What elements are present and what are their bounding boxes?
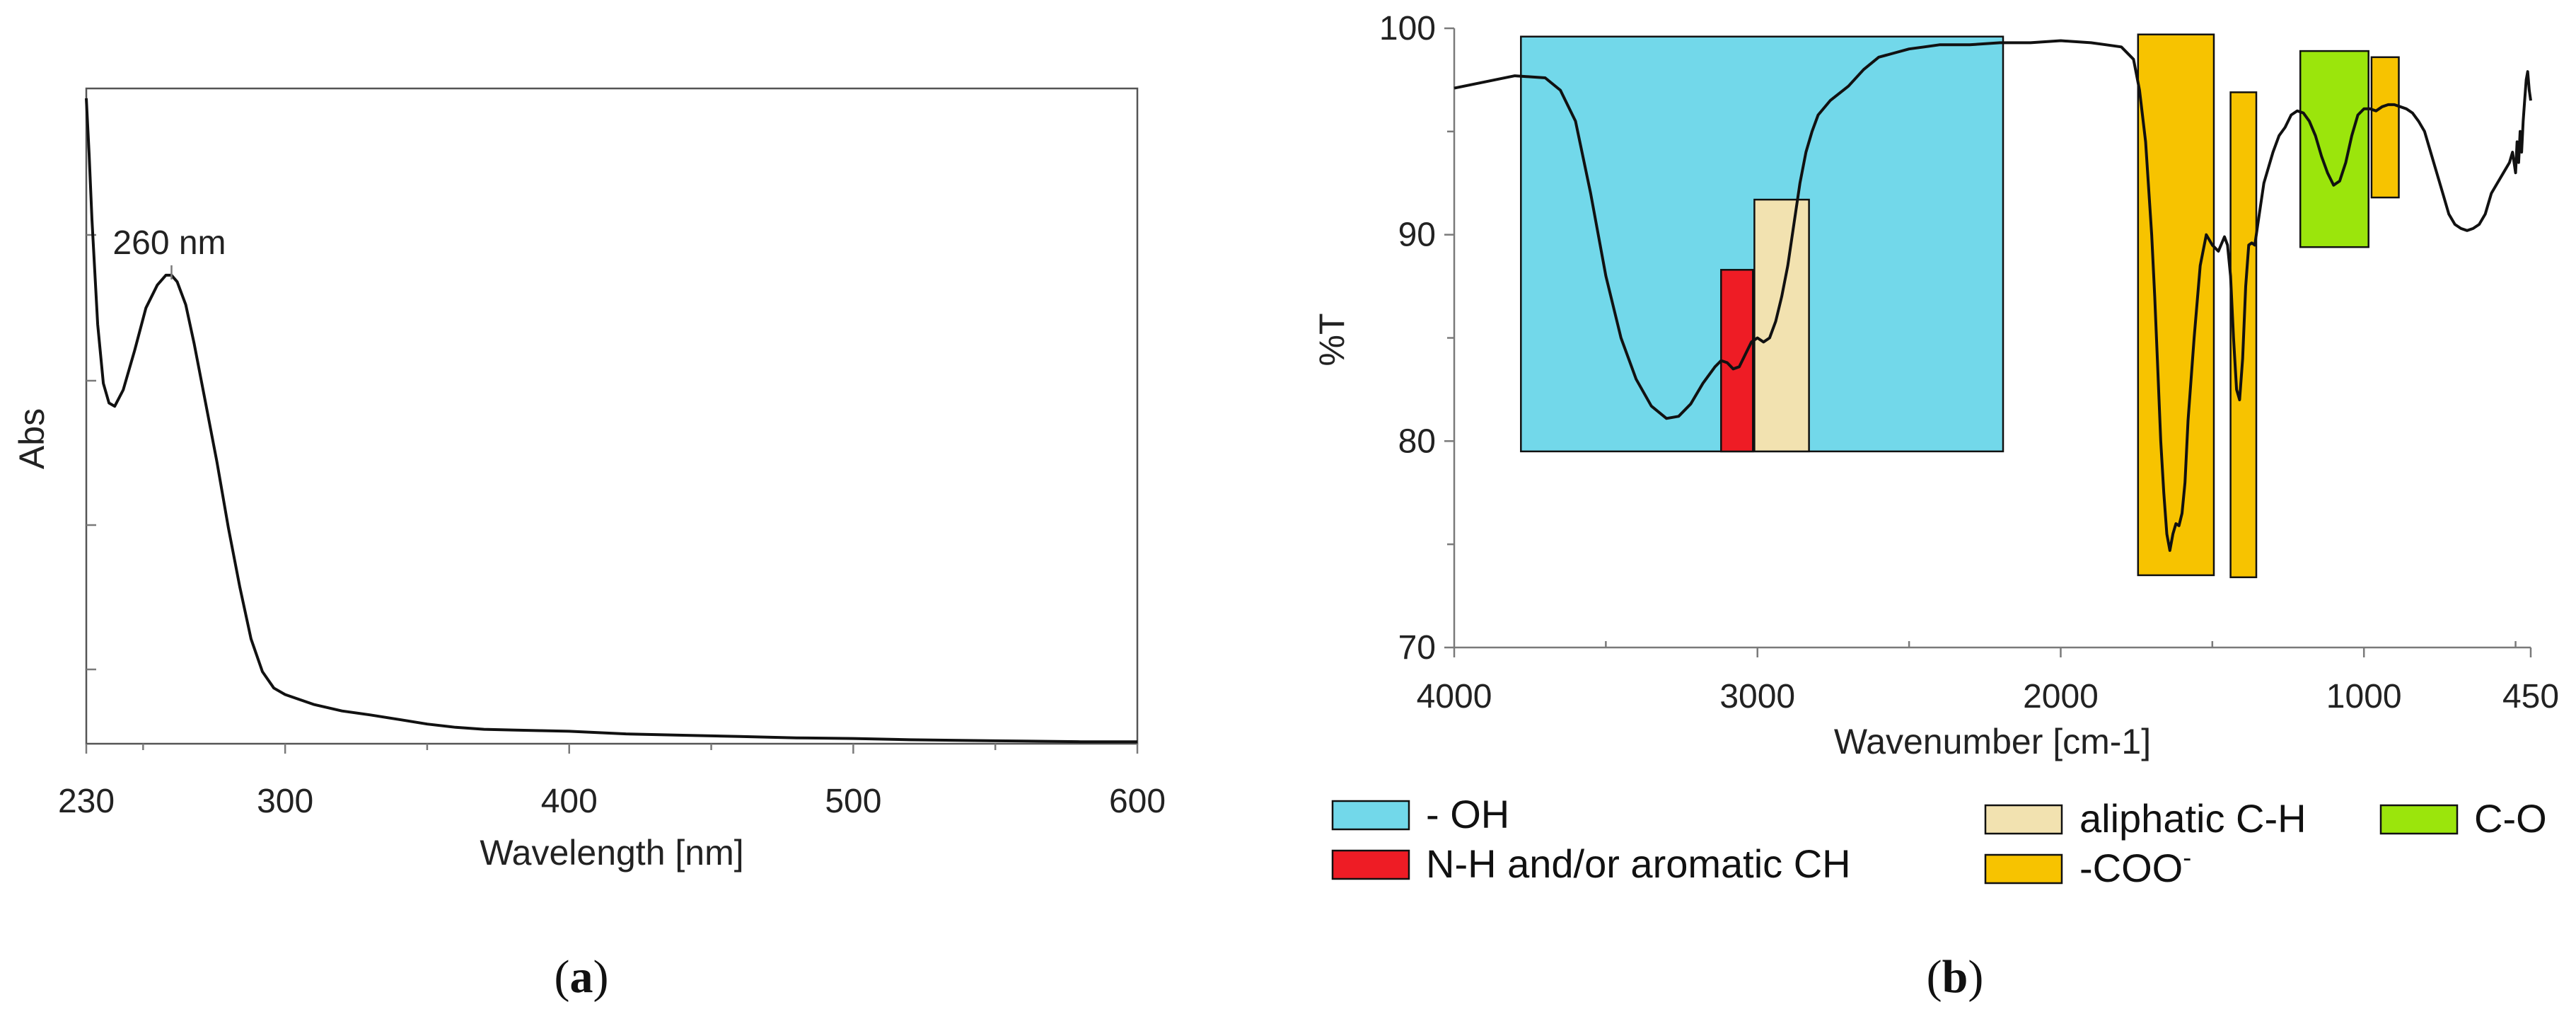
legend: - OH N-H and/or aromatic CH aliphatic C-… [1331,792,2547,890]
x-tick-label: 600 [1109,783,1166,820]
legend-entry-oh: - OH [1331,792,1509,836]
panel-label-b: (b) [1927,951,1984,1003]
absorbance-curve [85,98,1137,744]
legend-label: -COO- [2079,843,2191,890]
x-axis-ticks-b: 4000 3000 2000 1000 450 [1417,641,2559,715]
y-tick-label: 80 [1398,422,1436,460]
transmittance-curve [1454,39,2532,552]
x-tick-label: 300 [257,783,313,820]
ftir-spectrum-panel: 4000 3000 2000 1000 450 70 80 90 100 Wavenumber… [1312,10,2559,1003]
legend-entry-coo: -COO- [1984,843,2191,890]
band-nh [1720,269,1754,453]
panel-label-a: (a) [555,951,609,1003]
y-axis-title-b: %T [1312,313,1352,367]
legend-label: - OH [1426,792,1509,836]
band-regions [1520,33,2400,579]
plot-frame-a [85,87,1139,745]
uv-spectrum-panel: 230 300 400 500 600 260 nm Wavelength [nm] A… [12,87,1166,1003]
legend-swatch [2379,804,2459,835]
legend-swatch [1331,800,1410,831]
x-axis-title-b: Wavenumber [cm-1] [1834,722,2151,761]
legend-label: N-H and/or aromatic CH [1426,841,1851,886]
legend-label: aliphatic C-H [2079,796,2307,841]
y-axis-title-a: Abs [12,408,52,469]
x-tick-label: 1000 [2326,678,2402,715]
band-aliphatic [1753,198,1810,453]
legend-swatch [1984,804,2063,835]
y-tick-label: 100 [1379,10,1436,47]
peak-label: 260 nm [112,224,226,262]
x-tick-label: 2000 [2023,678,2099,715]
band-coo [2137,33,2215,577]
y-tick-label: 70 [1398,629,1436,667]
legend-label: C-O [2474,796,2547,841]
x-axis-ticks-a: 230 300 400 500 600 [58,744,1166,820]
x-tick-label: 500 [825,783,881,820]
x-tick-label: 400 [541,783,598,820]
y-axis-ticks-b: 70 80 90 100 [1379,10,1454,667]
legend-entry-aliphatic: aliphatic C-H [1984,796,2307,841]
legend-swatch [1984,853,2063,885]
x-axis-title-a: Wavelength [nm] [480,833,743,873]
legend-swatch [1331,849,1410,880]
x-tick-label: 4000 [1417,678,1492,715]
x-tick-label: 450 [2502,678,2559,715]
legend-entry-co: C-O [2379,796,2547,841]
x-tick-label: 3000 [1719,678,1795,715]
x-tick-label: 230 [58,783,115,820]
band-coo [2370,56,2400,199]
y-tick-label: 90 [1398,217,1436,254]
y-axis-ticks-a [86,234,96,671]
band-co [2299,50,2369,248]
legend-entry-nh: N-H and/or aromatic CH [1331,841,1851,886]
